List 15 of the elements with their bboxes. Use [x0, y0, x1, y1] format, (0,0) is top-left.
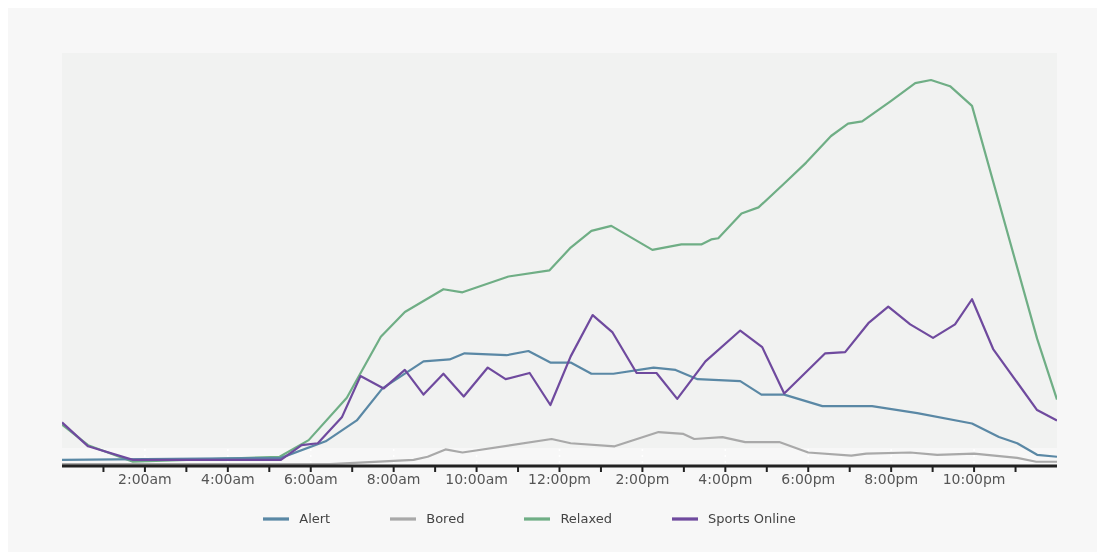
x-tick-label: 8:00am	[366, 470, 421, 487]
legend-label: Alert	[299, 510, 331, 526]
legend-label: Relaxed	[560, 510, 612, 526]
x-tick-label: 2:00pm	[615, 470, 670, 487]
x-tick-label: 12:00pm	[528, 470, 591, 487]
x-tick-label: 2:00am	[118, 470, 172, 487]
x-tick-label: 8:00pm	[864, 470, 919, 487]
x-tick-label: 4:00am	[201, 470, 255, 487]
legend-label: Bored	[426, 510, 465, 526]
x-tick-label: 10:00pm	[942, 470, 1006, 487]
x-tick-label: 4:00pm	[698, 470, 753, 487]
x-tick-label: 6:00pm	[781, 470, 836, 487]
legend-label: Sports Online	[707, 510, 796, 526]
x-tick-label: 6:00am	[283, 470, 338, 487]
x-tick-label: 10:00am	[445, 470, 508, 487]
